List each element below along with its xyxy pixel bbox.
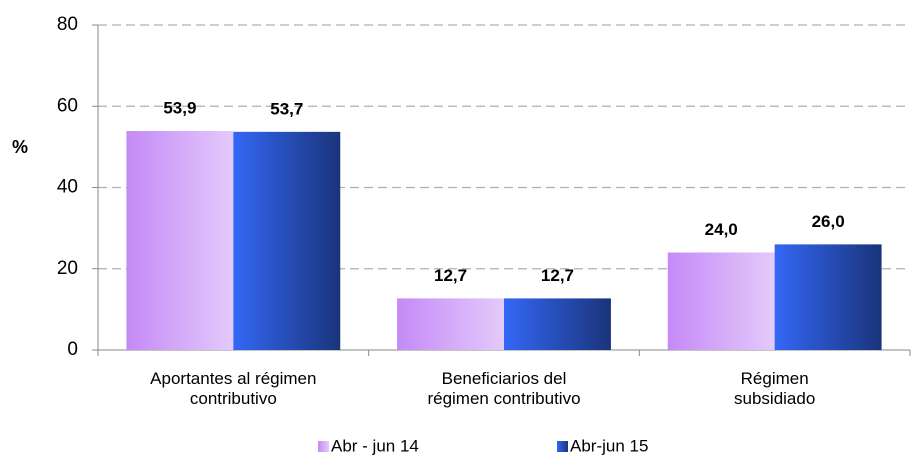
bar — [126, 131, 234, 350]
legend-label: Abr-jun 15 — [570, 436, 648, 455]
value-label: 53,7 — [270, 99, 303, 118]
y-axis-label: % — [12, 137, 28, 157]
x-tick-label: Beneficiarios del régimen contributivo — [427, 369, 580, 408]
bar — [397, 298, 504, 350]
value-label: 12,7 — [541, 266, 574, 285]
value-label: 53,9 — [163, 99, 196, 118]
x-tick-label: Aportantes al régimen contributivo — [150, 369, 316, 408]
bar — [667, 252, 775, 350]
bar — [774, 244, 882, 350]
y-tick-label: 80 — [57, 14, 78, 35]
legend-swatch — [557, 441, 568, 452]
bar — [233, 131, 341, 350]
y-tick-label: 20 — [57, 258, 78, 279]
y-tick-label: 40 — [57, 177, 78, 198]
y-tick-label: 60 — [57, 95, 78, 116]
legend-swatch — [318, 441, 329, 452]
value-label: 26,0 — [812, 212, 845, 231]
y-tick-label: 0 — [67, 339, 78, 360]
value-label: 24,0 — [705, 220, 738, 239]
legend-label: Abr - jun 14 — [331, 436, 419, 455]
value-label: 12,7 — [434, 266, 467, 285]
bar — [504, 298, 611, 350]
x-tick-label: Régimen subsidiado — [734, 369, 815, 408]
